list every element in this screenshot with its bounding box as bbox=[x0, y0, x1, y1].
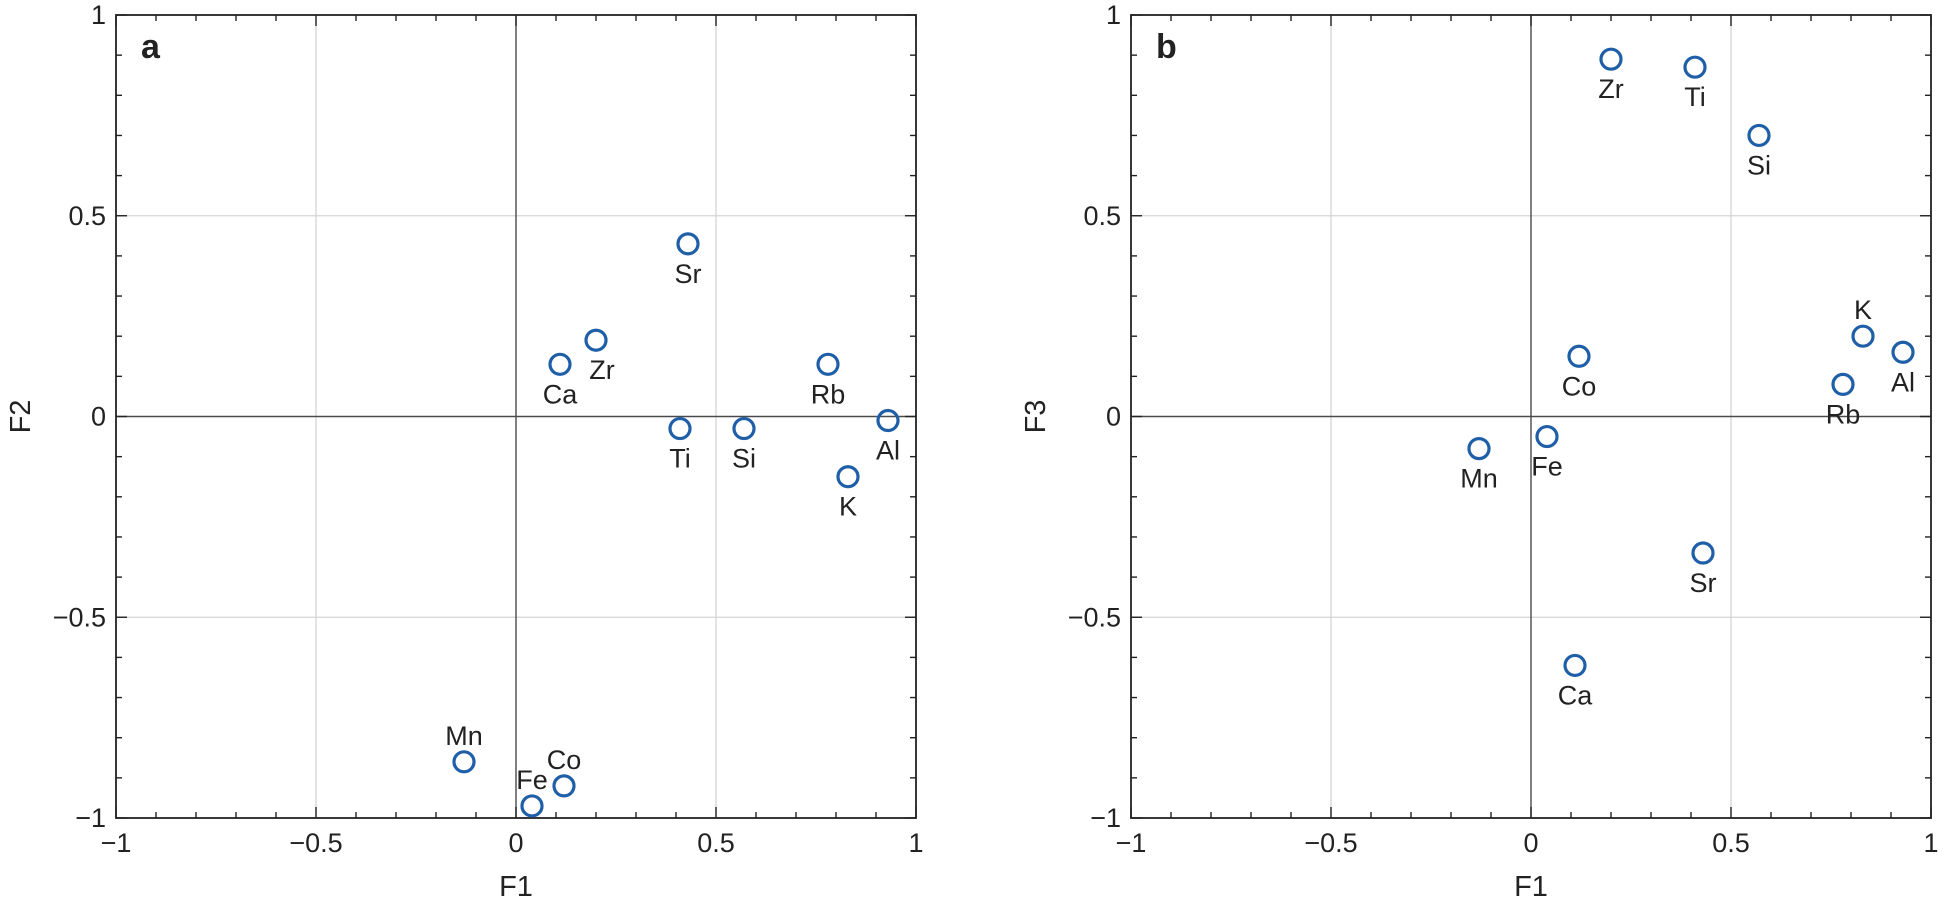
data-point bbox=[520, 794, 544, 818]
point-label: Al bbox=[1891, 367, 1915, 397]
y-axis-title: F2 bbox=[5, 400, 37, 434]
x-tick-label: −0.5 bbox=[289, 828, 342, 858]
point-label: Mn bbox=[445, 721, 483, 751]
data-point bbox=[732, 416, 756, 441]
point-label: Rb bbox=[811, 379, 846, 409]
panel-label: a bbox=[141, 28, 161, 66]
x-tick-label: 0 bbox=[508, 828, 523, 858]
point-label: Sr bbox=[1690, 568, 1717, 598]
x-tick-label: 0 bbox=[1523, 828, 1538, 858]
data-point bbox=[1747, 123, 1771, 148]
data-point bbox=[876, 408, 900, 433]
y-tick-label: 0 bbox=[1106, 402, 1121, 432]
data-point bbox=[1683, 55, 1707, 79]
y-tick-label: −1 bbox=[1090, 803, 1121, 833]
y-axis-title: F3 bbox=[1020, 400, 1052, 434]
y-tick-label: 1 bbox=[91, 0, 106, 30]
point-label: Ti bbox=[669, 444, 691, 474]
data-point bbox=[816, 352, 840, 376]
plot-frame bbox=[115, 14, 917, 819]
data-point bbox=[552, 774, 576, 798]
point-label: K bbox=[1854, 295, 1872, 325]
x-axis-title: F1 bbox=[499, 871, 533, 900]
point-label: Rb bbox=[1826, 399, 1861, 429]
point-label: Ca bbox=[543, 379, 578, 409]
y-tick-label: 0.5 bbox=[1083, 201, 1121, 231]
point-label: Ca bbox=[1558, 680, 1593, 710]
x-tick-label: 0.5 bbox=[697, 828, 735, 858]
data-point bbox=[676, 232, 700, 256]
x-axis-title: F1 bbox=[1514, 871, 1548, 900]
data-point bbox=[452, 750, 476, 774]
point-label: Zr bbox=[589, 355, 614, 385]
x-tick-label: −0.5 bbox=[1304, 828, 1357, 858]
data-point bbox=[1567, 344, 1591, 368]
point-label: Co bbox=[1562, 371, 1597, 401]
x-tick-label: 0.5 bbox=[1712, 828, 1750, 858]
plot-frame bbox=[1130, 14, 1932, 819]
point-label: Ti bbox=[1684, 82, 1706, 112]
data-point bbox=[1851, 324, 1875, 348]
y-tick-label: 0.5 bbox=[68, 201, 106, 231]
point-label: K bbox=[839, 492, 857, 522]
x-tick-label: 1 bbox=[908, 828, 923, 858]
data-point bbox=[1691, 541, 1715, 565]
point-label: Mn bbox=[1460, 464, 1498, 494]
point-label: Co bbox=[547, 745, 582, 775]
panel-label: b bbox=[1156, 28, 1177, 66]
point-label: Fe bbox=[516, 765, 548, 795]
data-point bbox=[1535, 424, 1559, 449]
x-tick-label: −1 bbox=[101, 828, 132, 858]
y-tick-label: 0 bbox=[91, 402, 106, 432]
scatter-panel-a: −1 −0.5 0 0.5 1 −1 −0.5 0 0.5 1 F1 F2 a Sr Ca Zr Rb Ti Si A… bbox=[5, 0, 924, 903]
point-label: Si bbox=[1747, 150, 1771, 180]
data-point bbox=[548, 352, 572, 376]
y-tick-label: −1 bbox=[75, 803, 106, 833]
y-tick-label: −0.5 bbox=[53, 602, 106, 632]
point-label: Al bbox=[876, 436, 900, 466]
y-tick-label: 1 bbox=[1106, 0, 1121, 30]
point-label: Zr bbox=[1598, 74, 1623, 104]
data-point bbox=[584, 328, 608, 352]
point-label: Fe bbox=[1531, 452, 1563, 482]
scatter-panel-b: −1 −0.5 0 0.5 1 −1 −0.5 0 0.5 1 F1 F3 b Zr Ti Si K Al Rb Co… bbox=[1020, 0, 1939, 903]
x-tick-label: −1 bbox=[1116, 828, 1147, 858]
data-point bbox=[836, 465, 860, 489]
data-point bbox=[668, 416, 692, 441]
point-label: Sr bbox=[675, 259, 702, 289]
data-point bbox=[1891, 340, 1915, 364]
y-tick-label: −0.5 bbox=[1068, 602, 1121, 632]
data-point bbox=[1563, 653, 1587, 678]
point-label: Si bbox=[732, 444, 756, 474]
x-tick-label: 1 bbox=[1923, 828, 1938, 858]
data-point bbox=[1831, 372, 1855, 396]
data-point bbox=[1467, 437, 1491, 461]
data-point bbox=[1599, 47, 1623, 71]
